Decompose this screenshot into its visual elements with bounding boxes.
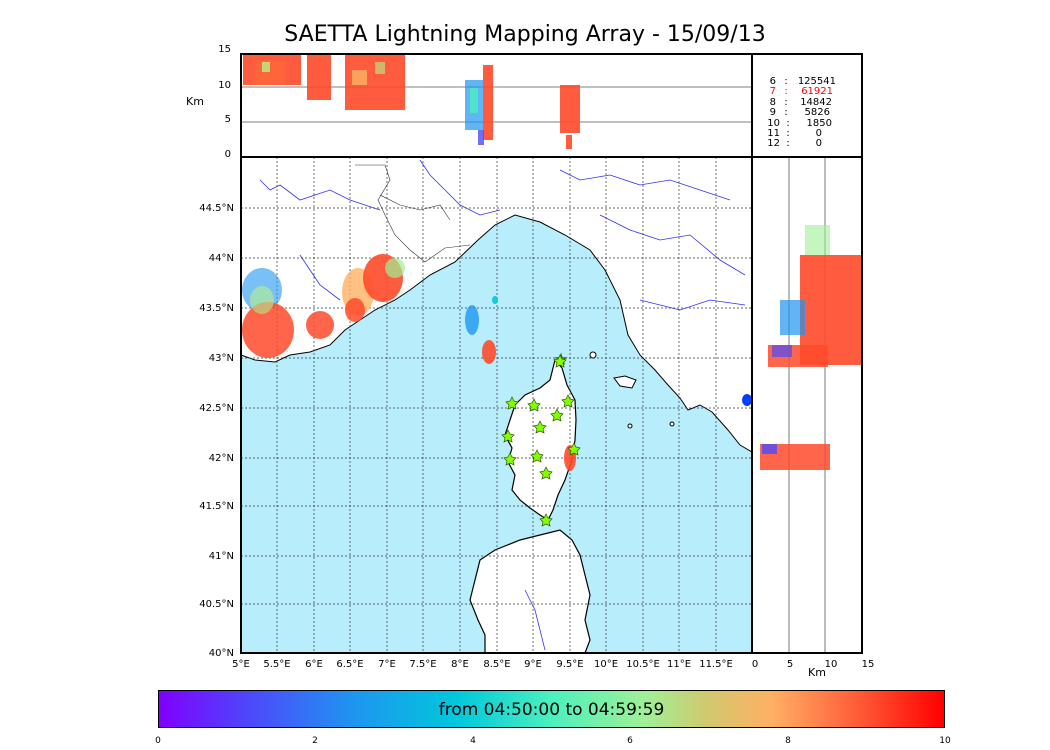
lon-tick: 6°E <box>305 659 323 670</box>
lat-axis: 44.5°N 44°N 43.5°N 43°N 42.5°N 42°N 41.5… <box>199 203 234 659</box>
lat-tick: 40°N <box>209 648 234 659</box>
lon-tick: 5.5°E <box>263 659 290 670</box>
stat-stations: 6 <box>770 76 776 87</box>
station-star-icon <box>527 398 541 412</box>
svg-text::: : <box>786 118 789 129</box>
borders <box>355 164 471 263</box>
graticule <box>241 157 752 653</box>
station-star-icon <box>505 396 519 410</box>
stat-count: 14842 <box>800 97 832 108</box>
colorbar-tick: 10 <box>939 736 951 746</box>
stat-stations: 8 <box>770 97 776 108</box>
lon-tick: 9.5°E <box>556 659 583 670</box>
alt-tick-0: 0 <box>225 149 231 160</box>
lon-tick: 9°E <box>524 659 542 670</box>
stat-stations: 12 <box>767 138 780 149</box>
lat-tick: 43.5°N <box>199 303 234 314</box>
colorbar-tick: 8 <box>785 736 791 746</box>
station-star-icon <box>550 408 564 422</box>
colorbar-tick: 4 <box>470 736 476 746</box>
stats-box: 6 : 125541 7 : 61921 8 : 14842 9 : 5826 … <box>751 53 863 158</box>
side-axis: 0 5 10 15 Km <box>752 659 875 679</box>
side-tick-0: 0 <box>752 659 758 670</box>
svg-text::: : <box>784 97 787 108</box>
svg-text::: : <box>786 128 789 139</box>
lon-axis: 5°E 5.5°E 6°E 6.5°E 7°E 7.5°E 8°E 8.5°E … <box>232 659 733 670</box>
colorbar-tick: 0 <box>155 736 161 746</box>
side-tick-10: 10 <box>825 659 838 670</box>
colorbar-tick: 6 <box>627 736 633 746</box>
stat-count: 125541 <box>798 76 836 87</box>
altitude-axis: 15 10 5 0 Km <box>186 44 231 160</box>
lon-tick: 7°E <box>378 659 396 670</box>
main-map: ☆ <box>240 156 753 654</box>
alt-tick-5: 5 <box>225 114 231 125</box>
altitude-panel <box>240 53 753 158</box>
stat-count: 5826 <box>805 107 830 118</box>
alt-unit-label: Km <box>186 95 204 108</box>
lon-tick: 7.5°E <box>409 659 436 670</box>
station-star-icon <box>530 449 544 463</box>
station-star-icon <box>539 513 553 527</box>
lon-tick: 8°E <box>451 659 469 670</box>
side-tick-5: 5 <box>787 659 793 670</box>
lat-tick: 40.5°N <box>199 599 234 610</box>
lat-tick: 41°N <box>209 551 234 562</box>
svg-text::: : <box>784 86 787 97</box>
stat-count: 0 <box>816 128 822 139</box>
map-lightning-points <box>242 254 576 471</box>
lat-tick: 42°N <box>209 453 234 464</box>
side-lightning-points <box>742 225 862 470</box>
time-colorbar: from 04:50:00 to 04:59:59 <box>158 690 945 728</box>
svg-text::: : <box>784 107 787 118</box>
station-star-icon <box>553 354 567 368</box>
colorbar-axis: 0 2 4 6 8 10 <box>155 736 951 746</box>
stat-stations: 9 <box>770 107 776 118</box>
station-star-icon <box>501 429 515 443</box>
altitude-lightning-points <box>243 55 580 149</box>
lon-tick: 10°E <box>594 659 618 670</box>
side-tick-15: 15 <box>862 659 875 670</box>
stat-stations: 10 <box>767 118 780 129</box>
stat-count: 1850 <box>807 118 832 129</box>
lon-tick: 5°E <box>232 659 250 670</box>
lat-tick: 43°N <box>209 353 234 364</box>
station-star-icon <box>567 442 581 456</box>
lon-tick: 11.5°E <box>699 659 733 670</box>
alt-tick-10: 10 <box>218 80 231 91</box>
svg-text::: : <box>784 76 787 87</box>
lon-tick: 6.5°E <box>336 659 363 670</box>
lon-tick: 10.5°E <box>626 659 660 670</box>
station-star-icon <box>503 452 517 466</box>
lat-tick: 44°N <box>209 253 234 264</box>
map-title: SAETTA Lightning Mapping Array - 15/09/1… <box>284 22 766 47</box>
lat-tick: 44.5°N <box>199 203 234 214</box>
stations <box>501 354 581 527</box>
lon-tick: 8.5°E <box>483 659 510 670</box>
lat-tick: 41.5°N <box>199 501 234 512</box>
lat-tick: 42.5°N <box>199 403 234 414</box>
side-unit-label: Km <box>808 666 826 679</box>
station-star-icon <box>533 420 547 434</box>
stat-stations: 7 <box>770 86 776 97</box>
side-panel <box>742 156 863 654</box>
svg-text::: : <box>786 138 789 149</box>
stat-count: 0 <box>816 138 822 149</box>
colorbar-tick: 2 <box>312 736 318 746</box>
station-star-icon <box>561 394 575 408</box>
stat-stations: 11 <box>767 128 780 139</box>
colorbar-label: from 04:50:00 to 04:59:59 <box>438 700 665 720</box>
alt-tick-15: 15 <box>218 44 231 55</box>
rivers <box>259 159 746 651</box>
stat-count: 61921 <box>801 86 833 97</box>
lon-tick: 11°E <box>667 659 691 670</box>
station-star-icon <box>539 466 553 480</box>
